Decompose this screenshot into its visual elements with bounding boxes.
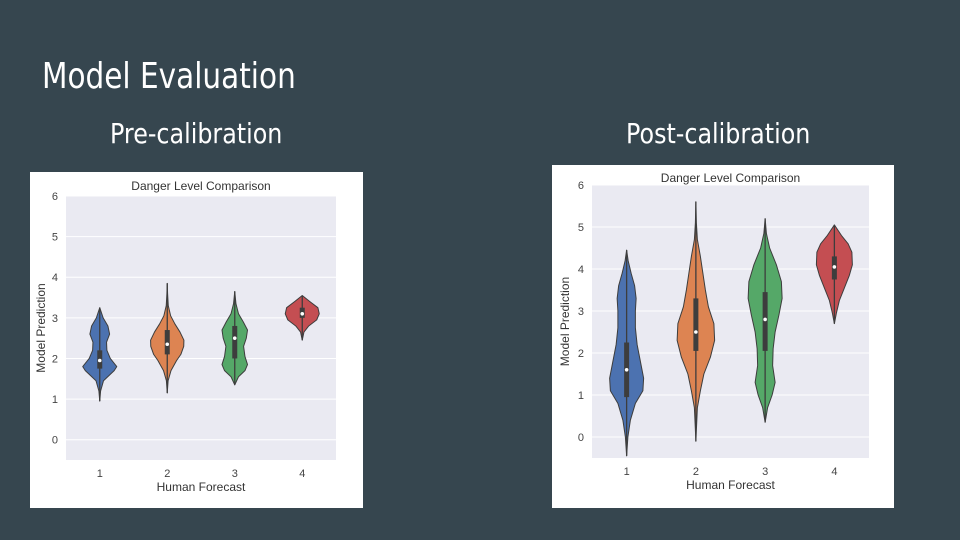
violin-median-point	[232, 336, 237, 340]
y-tick-label: 3	[52, 313, 58, 325]
y-axis-label: Model Prediction	[558, 277, 572, 366]
post-calibration-violin-plot: 0 1 2 3 4 5 6 1 2 3 4 Danger Level Comparison Human …	[558, 171, 869, 492]
y-tick-label: 6	[52, 191, 58, 203]
y-tick-label: 2	[52, 353, 58, 365]
x-tick-label: 2	[164, 468, 170, 480]
chart-title: Danger Level Comparison	[131, 179, 270, 193]
x-tick-label: 4	[299, 468, 305, 480]
pre-calibration-violin-plot: 0 1 2 3 4 5 6 1 2 3 4 Danger Level Comparison Human …	[34, 179, 336, 494]
violin-iqr-box	[164, 330, 170, 355]
y-tick-label: 0	[52, 435, 58, 447]
slide-title: Model Evaluation	[42, 56, 296, 97]
x-tick-label: 2	[693, 466, 699, 478]
violin-median-point	[624, 368, 629, 372]
y-tick-label: 6	[578, 180, 584, 192]
x-axis-label: Human Forecast	[157, 480, 246, 494]
chart-title: Danger Level Comparison	[661, 171, 800, 185]
violin-median-point	[694, 330, 698, 334]
post-calibration-chart: 0 1 2 3 4 5 6 1 2 3 4 Danger Level Comparison Human …	[552, 165, 894, 508]
violin-median-point	[97, 358, 102, 363]
y-tick-label: 5	[578, 222, 584, 234]
violin-iqr-box	[232, 325, 238, 359]
x-tick-label: 1	[624, 466, 630, 478]
y-tick-label: 2	[578, 348, 584, 360]
y-axis-label: Model Prediction	[34, 283, 48, 372]
y-tick-label: 3	[578, 306, 584, 318]
x-tick-label: 3	[232, 468, 238, 480]
violin-median-point	[763, 317, 767, 322]
violin-median-point	[300, 311, 305, 316]
x-tick-label: 4	[831, 466, 837, 478]
violin-iqr-box	[762, 292, 768, 351]
y-tick-label: 4	[578, 264, 584, 276]
pre-calibration-subtitle: Pre-calibration	[110, 117, 283, 150]
plot-area	[592, 185, 869, 458]
x-axis-label: Human Forecast	[686, 478, 775, 492]
y-tick-label: 1	[578, 390, 584, 402]
pre-calibration-chart: 0 1 2 3 4 5 6 1 2 3 4 Danger Level Comparison Human …	[30, 172, 363, 508]
violin-median-point	[165, 342, 170, 347]
y-tick-label: 5	[52, 232, 58, 244]
y-tick-label: 1	[52, 394, 58, 406]
violin-median-point	[832, 265, 837, 269]
violin-iqr-box	[693, 298, 699, 351]
x-tick-label: 3	[762, 466, 768, 478]
x-tick-label: 1	[97, 468, 103, 480]
plot-area	[66, 196, 336, 460]
y-tick-label: 0	[578, 432, 584, 444]
post-calibration-subtitle: Post-calibration	[626, 117, 811, 150]
y-tick-label: 4	[52, 272, 58, 284]
